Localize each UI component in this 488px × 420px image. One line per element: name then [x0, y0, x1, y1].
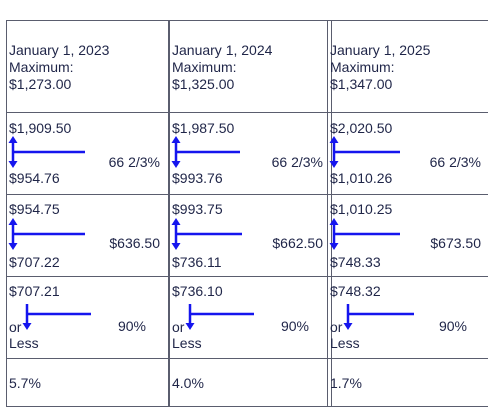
- band-rate: 90%: [438, 318, 467, 334]
- percent-cell: 1.7%: [328, 359, 488, 408]
- band-or: or: [330, 319, 343, 335]
- down-arrow-icon: [22, 304, 91, 330]
- band-high: $736.10: [172, 283, 223, 299]
- band-high: $2,020.50: [330, 120, 393, 136]
- header-label: Maximum:: [330, 59, 395, 75]
- percent-cell: 5.7%: [7, 359, 168, 408]
- percent-value: 5.7%: [9, 375, 41, 391]
- band-low: $707.22: [9, 254, 60, 270]
- band-low: $993.76: [172, 170, 223, 186]
- band-cell-1: $1,909.50 66 2/3% $954.76: [7, 113, 168, 195]
- header-date: January 1, 2025: [330, 42, 431, 58]
- band-high: $954.75: [9, 201, 60, 217]
- header-cell: January 1, 2023 Maximum: $1,273.00: [7, 21, 168, 113]
- band-low: $954.76: [9, 170, 60, 186]
- band-high: $1,909.50: [9, 120, 72, 136]
- percent-cell: 4.0%: [170, 359, 331, 408]
- header-date: January 1, 2023: [9, 42, 110, 58]
- percent-value: 1.7%: [330, 375, 362, 391]
- band-cell-1: $1,987.50 66 2/3% $993.76: [170, 113, 331, 195]
- header-amount: $1,325.00: [172, 76, 235, 92]
- band-high: $1,987.50: [172, 120, 235, 136]
- band-rate: $662.50: [272, 235, 323, 251]
- band-rate: $673.50: [430, 235, 481, 251]
- range-arrow-icon: [8, 136, 85, 168]
- band-low: $736.11: [172, 254, 222, 270]
- header-date: January 1, 2024: [172, 42, 273, 58]
- range-arrow-icon: [329, 218, 400, 250]
- range-arrow-icon: [171, 136, 240, 168]
- band-high: $993.75: [172, 201, 223, 217]
- band-low: $1,010.26: [330, 170, 393, 186]
- band-or: or: [172, 319, 185, 335]
- band-rate: $636.50: [109, 235, 160, 251]
- band-less: Less: [9, 335, 39, 351]
- column-2025: January 1, 2025 Maximum: $1,347.00 $2,02…: [327, 20, 488, 407]
- band-rate: 66 2/3%: [108, 154, 160, 170]
- column-2024: January 1, 2024 Maximum: $1,325.00 $1,98…: [169, 20, 332, 407]
- range-arrow-icon: [329, 136, 400, 168]
- band-low: $748.33: [330, 254, 381, 270]
- percent-value: 4.0%: [172, 375, 204, 391]
- band-cell-2: $1,010.25 $673.50 $748.33: [328, 195, 488, 277]
- band-rate: 66 2/3%: [271, 154, 323, 170]
- band-cell-1: $2,020.50 66 2/3% $1,010.26: [328, 113, 488, 195]
- header-label: Maximum:: [172, 59, 237, 75]
- band-cell-2: $954.75 $636.50 $707.22: [7, 195, 168, 277]
- down-arrow-icon: [185, 304, 254, 330]
- band-rate: 90%: [280, 318, 309, 334]
- column-2023: January 1, 2023 Maximum: $1,273.00 $1,90…: [6, 20, 169, 407]
- range-arrow-icon: [171, 218, 242, 250]
- band-rate: 66 2/3%: [429, 154, 481, 170]
- down-arrow-icon: [343, 304, 414, 330]
- header-label: Maximum:: [9, 59, 74, 75]
- band-cell-3: $736.10 or 90% Less: [170, 277, 331, 359]
- band-high: $1,010.25: [330, 201, 393, 217]
- header-amount: $1,347.00: [330, 76, 393, 92]
- band-high: $748.32: [330, 283, 381, 299]
- band-cell-2: $993.75 $662.50 $736.11: [170, 195, 331, 277]
- range-arrow-icon: [8, 218, 85, 250]
- band-or: or: [9, 319, 22, 335]
- band-rate: 90%: [117, 318, 146, 334]
- header-amount: $1,273.00: [9, 76, 72, 92]
- band-cell-3: $707.21 or 90% Less: [7, 277, 168, 359]
- band-cell-3: $748.32 or 90% Less: [328, 277, 488, 359]
- band-less: Less: [330, 335, 360, 351]
- band-less: Less: [172, 335, 202, 351]
- band-high: $707.21: [9, 283, 60, 299]
- header-cell: January 1, 2025 Maximum: $1,347.00: [328, 21, 488, 113]
- header-cell: January 1, 2024 Maximum: $1,325.00: [170, 21, 331, 113]
